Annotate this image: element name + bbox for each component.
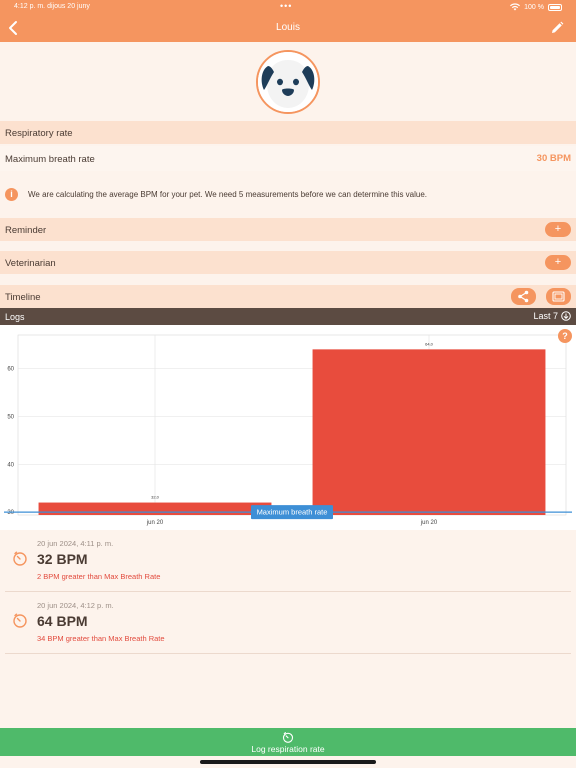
- reminder-section: Reminder +: [0, 218, 576, 241]
- veterinarian-label: Veterinarian: [5, 258, 56, 269]
- battery-percent: 100 %: [524, 3, 544, 11]
- timeline-label: Timeline: [5, 292, 41, 303]
- y-tick-label: 50: [7, 414, 14, 420]
- timeline-section: Timeline: [0, 285, 576, 308]
- dog-face-icon: [258, 52, 318, 112]
- reminder-label: Reminder: [5, 225, 47, 236]
- entry-bpm: 64 BPM: [37, 613, 88, 629]
- logs-label: Logs: [5, 312, 25, 322]
- max-breath-rate-value: 30 BPM: [536, 153, 571, 164]
- page-title: Louis: [276, 22, 300, 33]
- log-respiration-rate-button[interactable]: Log respiration rate: [0, 728, 576, 756]
- share-icon: [518, 290, 529, 303]
- log-entry[interactable]: 20 jun 2024, 4:11 p. m. 32 BPM 2 BPM gre…: [5, 530, 571, 592]
- multitasking-dots-icon[interactable]: •••: [280, 1, 293, 11]
- pet-avatar[interactable]: [256, 50, 320, 114]
- logs-header: Logs Last 7: [0, 308, 576, 325]
- chevron-down-circle-icon: [561, 311, 571, 321]
- bar-chart: 30 40 50 60 32,0 jun 20 64,0 jun 20 Maximum brea…: [4, 334, 572, 526]
- gallery-icon: [552, 291, 565, 302]
- y-tick-label: 40: [7, 462, 14, 468]
- plus-icon: +: [554, 256, 562, 268]
- plus-icon: +: [554, 223, 562, 235]
- battery-icon: [548, 3, 562, 11]
- max-breath-rate-line-label: Maximum breath rate: [257, 508, 328, 517]
- section-title-respiratory-rate: Respiratory rate: [5, 128, 73, 139]
- bar: [38, 502, 272, 515]
- status-time: 4:12 p. m. dijous 20 juny: [14, 3, 90, 10]
- bar-value-label: 64,0: [425, 341, 434, 346]
- x-tick-label: jun 20: [146, 520, 164, 526]
- help-icon[interactable]: ?: [558, 329, 572, 343]
- max-breath-rate-label: Maximum breath rate: [5, 154, 95, 165]
- add-reminder-button[interactable]: +: [545, 222, 571, 237]
- respiration-chart: 30 40 50 60 32,0 jun 20 64,0 jun 20 Maximum brea…: [0, 325, 576, 530]
- y-tick-label: 30: [7, 510, 14, 516]
- log-respiration-rate-label: Log respiration rate: [251, 744, 325, 754]
- stopwatch-icon: [13, 551, 27, 566]
- entry-date: 20 jun 2024, 4:12 p. m.: [37, 601, 114, 610]
- bar-value-label: 32,0: [151, 495, 160, 500]
- bar: [312, 349, 546, 515]
- entry-date: 20 jun 2024, 4:11 p. m.: [37, 539, 114, 548]
- info-text: We are calculating the average BPM for y…: [28, 190, 428, 199]
- y-tick-label: 60: [7, 367, 14, 373]
- nav-bar: Louis: [0, 14, 576, 42]
- back-chevron-icon[interactable]: [7, 20, 21, 36]
- info-message: i We are calculating the average BPM for…: [0, 181, 576, 209]
- info-icon: i: [5, 188, 18, 201]
- entry-difference: 2 BPM greater than Max Breath Rate: [37, 572, 161, 581]
- log-entry[interactable]: 20 jun 2024, 4:12 p. m. 64 BPM 34 BPM gr…: [5, 592, 571, 654]
- home-indicator[interactable]: [200, 760, 376, 764]
- gallery-button[interactable]: [546, 288, 571, 305]
- add-veterinarian-button[interactable]: +: [545, 255, 571, 270]
- logs-filter-button[interactable]: Last 7: [533, 311, 571, 321]
- share-button[interactable]: [511, 288, 536, 305]
- pencil-edit-icon[interactable]: [550, 21, 564, 35]
- veterinarian-section: Veterinarian +: [0, 251, 576, 274]
- logs-filter-label: Last 7: [533, 311, 558, 321]
- wifi-icon: [510, 3, 521, 11]
- stopwatch-icon: [13, 613, 27, 628]
- entry-difference: 34 BPM greater than Max Breath Rate: [37, 634, 165, 643]
- max-breath-rate-tag: [251, 505, 333, 520]
- entry-bpm: 32 BPM: [37, 551, 88, 567]
- max-breath-rate-row[interactable]: Maximum breath rate 30 BPM: [0, 146, 576, 171]
- respiratory-rate-section: Respiratory rate: [0, 121, 576, 144]
- status-bar: 4:12 p. m. dijous 20 juny ••• 100 %: [0, 0, 576, 14]
- stopwatch-icon: [282, 732, 294, 743]
- x-tick-label: jun 20: [420, 520, 438, 526]
